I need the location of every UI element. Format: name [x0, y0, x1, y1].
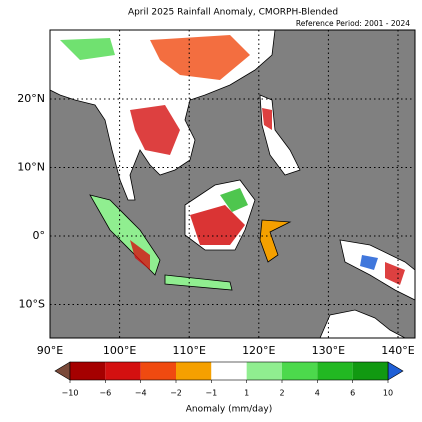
lat-label: 0° — [33, 229, 46, 242]
colorbar-tick-label: −6 — [99, 389, 111, 398]
colorbar-segment — [211, 362, 247, 380]
lat-label: 10°S — [19, 298, 45, 311]
reference-period: Reference Period: 2001 - 2024 — [296, 19, 410, 28]
sulawesi — [259, 219, 292, 263]
new-guinea — [339, 239, 415, 301]
wet-patch — [360, 255, 378, 270]
lon-label: 100°E — [103, 344, 136, 357]
lon-label: 130°E — [312, 344, 345, 357]
lon-label: 110°E — [172, 344, 205, 357]
graticule — [50, 30, 415, 338]
colorbar-tick-label: 10 — [383, 389, 393, 398]
map-frame — [49, 29, 416, 339]
dry-patch — [262, 108, 272, 130]
colorbar-segment — [105, 362, 141, 380]
lon-label: 120°E — [242, 344, 275, 357]
colorbar-label: Anomaly (mm/day) — [186, 405, 272, 415]
colorbar-tick-label: −10 — [62, 389, 79, 398]
colorbar-segment — [317, 362, 353, 380]
wet-patch — [220, 188, 248, 212]
lon-label: 90°E — [37, 344, 63, 357]
dry-patch — [130, 240, 150, 270]
colorbar-over — [387, 361, 404, 381]
colorbar-segment — [140, 362, 176, 380]
dry-patch — [385, 262, 405, 285]
dry-patch — [190, 205, 245, 245]
dry-patch — [130, 105, 180, 155]
lon-label: 140°E — [381, 344, 414, 357]
colorbar-segment — [352, 362, 388, 380]
colorbar-segment — [246, 362, 282, 380]
lat-label: 10°N — [17, 161, 45, 174]
colorbar-tick-label: −2 — [170, 389, 182, 398]
colorbar-under — [54, 361, 71, 381]
colorbar-tick-label: 6 — [350, 389, 355, 398]
colorbar-segment — [70, 362, 106, 380]
map-title: April 2025 Rainfall Anomaly, CMORPH-Blen… — [128, 8, 338, 18]
colorbar-tick-label: 1 — [244, 389, 249, 398]
australia — [319, 309, 406, 338]
colorbar-tick-label: −4 — [135, 389, 147, 398]
colorbar-frame — [69, 361, 389, 381]
dry-patch — [150, 35, 250, 80]
colorbar-segment — [282, 362, 318, 380]
colorbar: −10 −6 −4 −2 −1 1 2 4 6 10 — [54, 361, 404, 398]
axis-labels: 20°N 10°N 0° 10°S 90°E 100°E 110°E 120°E 130°E 14… — [17, 92, 415, 357]
java — [164, 274, 233, 291]
map-area — [50, 30, 415, 338]
lat-label: 20°N — [17, 92, 45, 105]
colorbar-segment — [176, 362, 212, 380]
colorbar-tick-label: −1 — [205, 389, 217, 398]
colorbar-tick-label: 4 — [315, 389, 320, 398]
wet-patch — [60, 38, 115, 60]
colorbar-tick-label: 2 — [279, 389, 284, 398]
